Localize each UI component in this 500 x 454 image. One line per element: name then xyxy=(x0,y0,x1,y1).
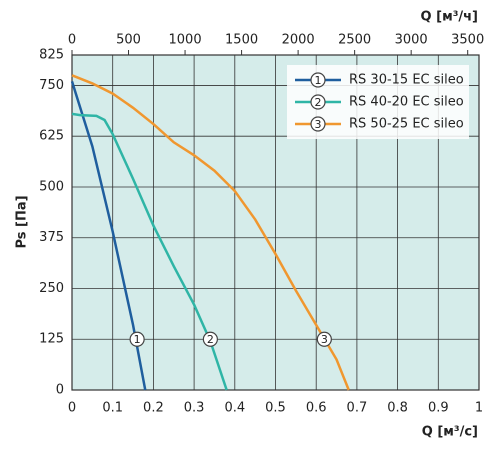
x-tick-label: 0.9 xyxy=(428,401,449,416)
curve-marker xyxy=(310,116,326,132)
x2-axis-title: Q [м³/ч] xyxy=(421,10,478,25)
x2-tick-label: 2500 xyxy=(338,33,371,48)
curve-number: 1 xyxy=(134,333,141,346)
y-tick-label: 0 xyxy=(56,383,64,398)
x2-tick-label: 1500 xyxy=(225,33,258,48)
curve-marker xyxy=(310,94,326,110)
x-tick-label: 0.6 xyxy=(306,401,327,416)
y-tick-label: 625 xyxy=(39,129,64,144)
x-tick-label: 0.4 xyxy=(224,401,245,416)
curve-marker xyxy=(129,331,145,347)
x-tick-label: 1 xyxy=(475,401,483,416)
x-tick-label: 0.3 xyxy=(184,401,205,416)
legend-label: RS 40-20 EC sileo xyxy=(349,95,464,110)
curve-number: 2 xyxy=(315,96,322,109)
y-tick-label: 125 xyxy=(39,332,64,347)
curve-number: 1 xyxy=(315,74,322,87)
x-tick-label: 0 xyxy=(68,401,76,416)
curve xyxy=(71,74,350,391)
y-axis-title: Ps [Па] xyxy=(15,195,30,248)
x-tick-label: 0.7 xyxy=(347,401,368,416)
x-tick-label: 0.5 xyxy=(265,401,286,416)
legend: 1 RS 30-15 EC sileo 2 RS 40-20 EC sileo 3 RS … xyxy=(287,65,469,139)
curve-number: 3 xyxy=(315,118,322,131)
x2-tick-label: 500 xyxy=(116,33,141,48)
x2-tick-label: 3500 xyxy=(451,33,484,48)
curve-marker xyxy=(310,72,326,88)
x-tick-label: 0.1 xyxy=(102,401,123,416)
legend-label: RS 30-15 EC sileo xyxy=(349,73,464,88)
plot-frame xyxy=(71,54,480,391)
curve-number: 2 xyxy=(207,333,214,346)
y-tick-label: 375 xyxy=(39,230,64,245)
curve-marker xyxy=(316,331,332,347)
x2-tick-label: 1000 xyxy=(169,33,202,48)
y-tick-label: 500 xyxy=(39,179,64,194)
y-tick-label: 825 xyxy=(39,48,64,63)
x2-tick-label: 2000 xyxy=(282,33,315,48)
x-tick-label: 0.2 xyxy=(143,401,164,416)
x-tick-label: 0.8 xyxy=(387,401,408,416)
y-tick-label: 250 xyxy=(39,281,64,296)
x2-tick-label: 0 xyxy=(68,33,76,48)
x2-tick-label: 3000 xyxy=(395,33,428,48)
y-tick-label: 750 xyxy=(39,78,64,93)
legend-label: RS 50-25 EC sileo xyxy=(349,117,464,132)
curve-number: 3 xyxy=(321,333,328,346)
x-axis-title: Q [м³/с] xyxy=(422,425,478,440)
curve-marker xyxy=(202,331,218,347)
